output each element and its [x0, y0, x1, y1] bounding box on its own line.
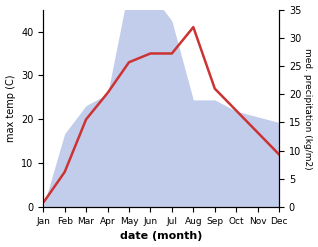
- Y-axis label: med. precipitation (kg/m2): med. precipitation (kg/m2): [303, 48, 313, 169]
- Y-axis label: max temp (C): max temp (C): [5, 75, 16, 142]
- X-axis label: date (month): date (month): [120, 231, 202, 242]
